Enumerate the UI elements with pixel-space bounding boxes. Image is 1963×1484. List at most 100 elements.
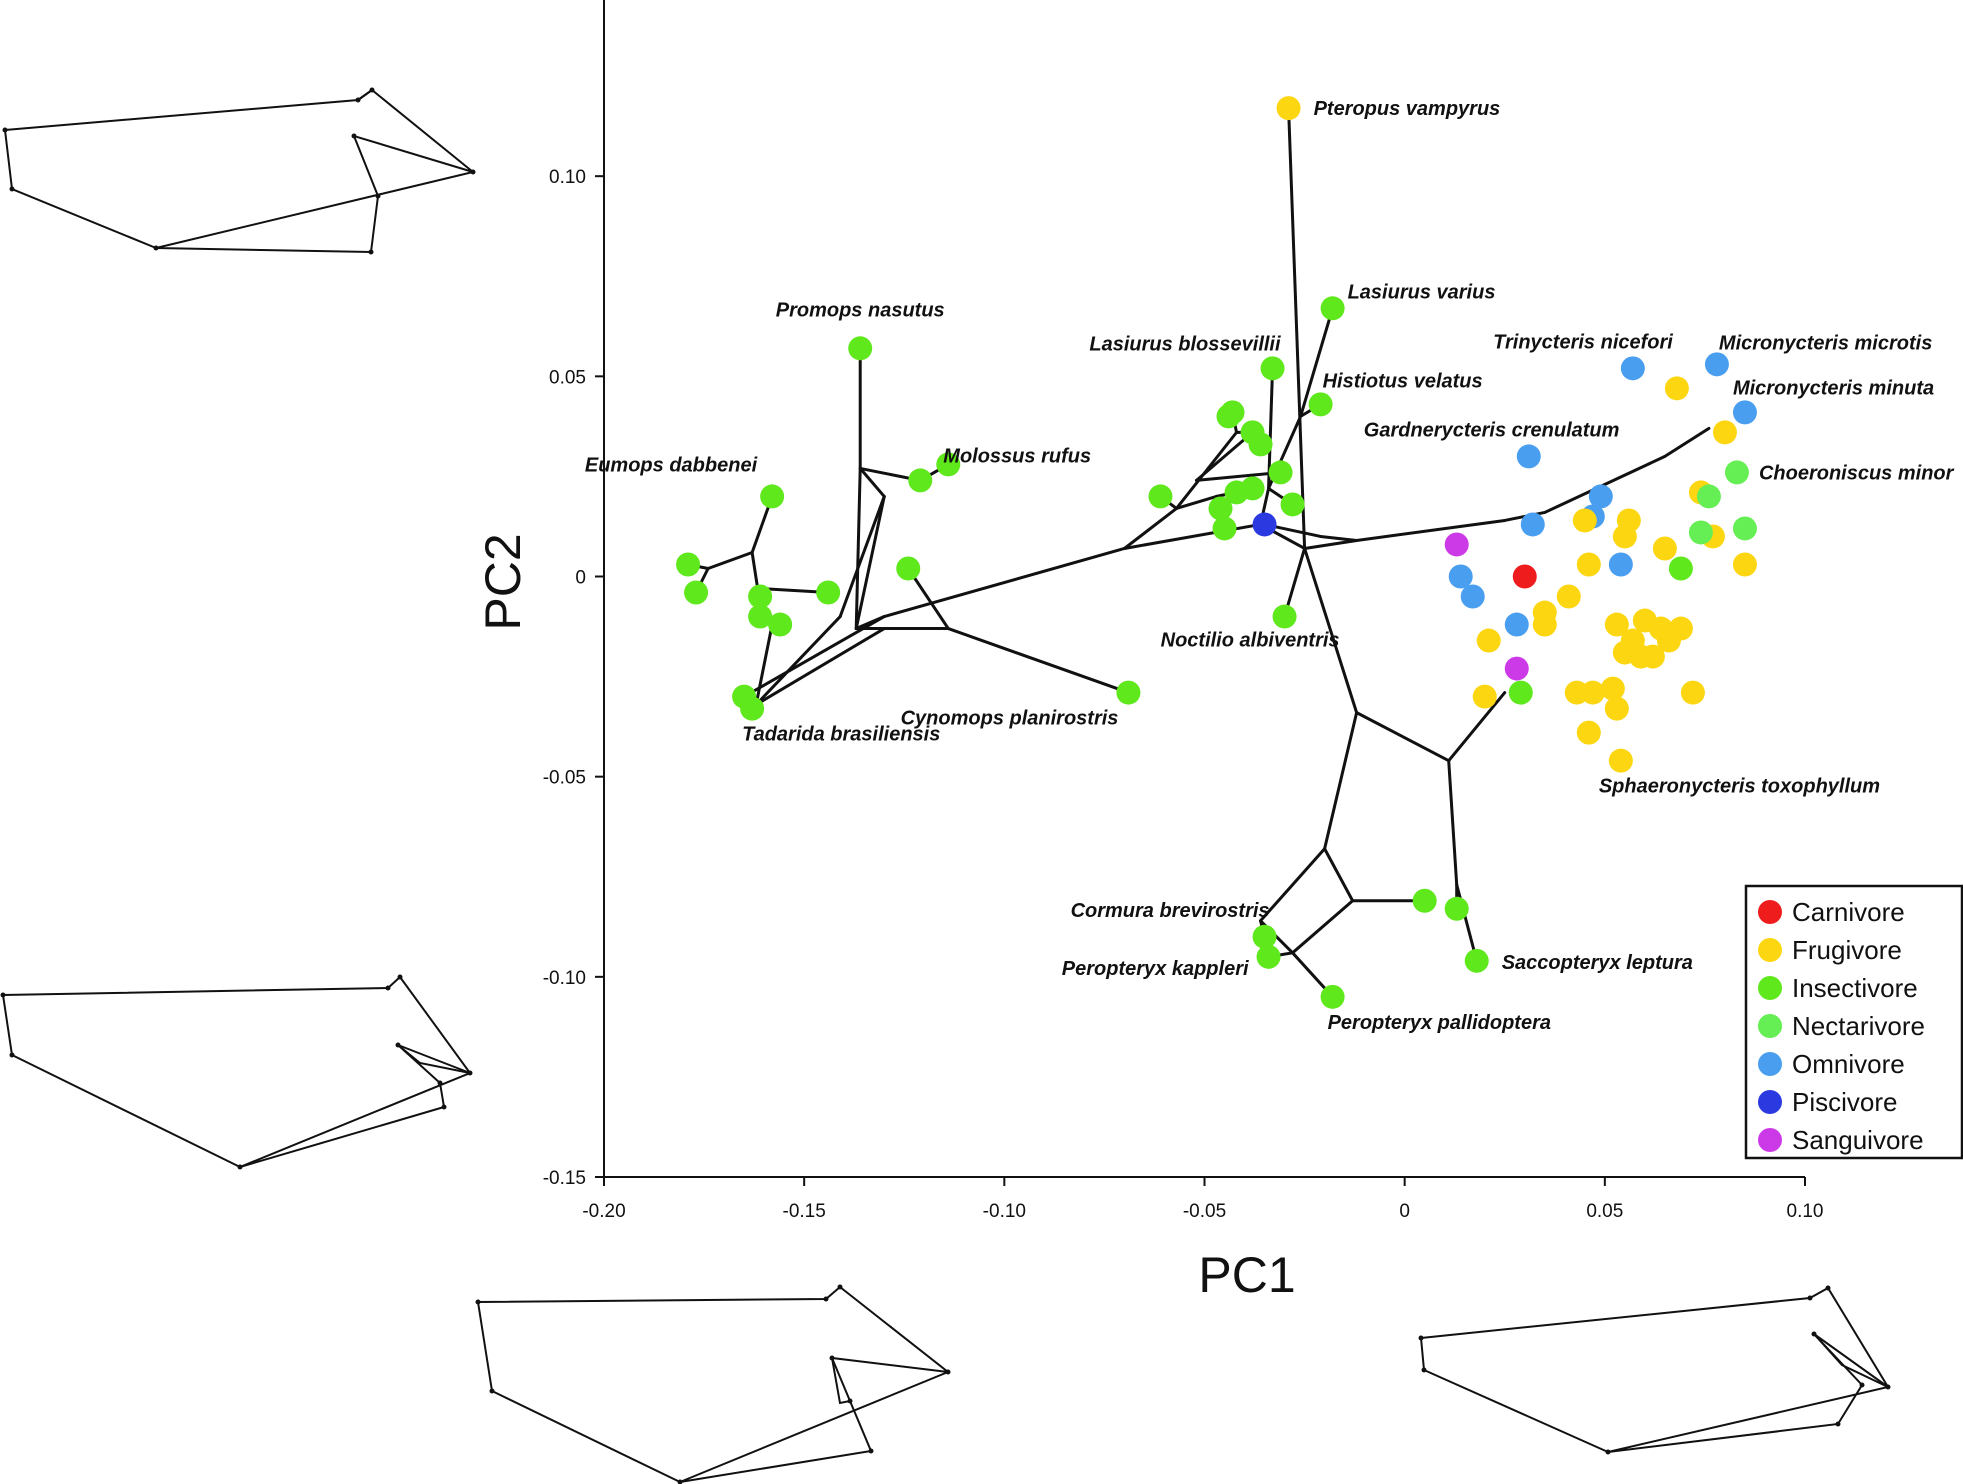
wing-outline-bottom-center xyxy=(475,1284,951,1484)
data-point-omnivore xyxy=(1504,612,1529,637)
wing-outline-bottom-right xyxy=(1418,1285,1891,1455)
data-point-insectivore xyxy=(1224,480,1249,505)
data-point-nectarivore xyxy=(1724,460,1749,485)
x-tick-label: -0.05 xyxy=(1183,1201,1226,1222)
network-edge xyxy=(1355,518,1507,542)
data-point-frugivore xyxy=(1600,676,1625,701)
data-point-frugivore xyxy=(1576,552,1601,577)
x-tick-label: 0 xyxy=(1399,1201,1410,1222)
data-point-frugivore xyxy=(1532,612,1557,637)
network-edge xyxy=(854,466,862,631)
network-edge xyxy=(1303,538,1359,550)
x-tick-label: 0.10 xyxy=(1787,1201,1824,1222)
data-point-omnivore xyxy=(1516,444,1541,469)
network-edge xyxy=(854,494,886,631)
data-point-insectivore xyxy=(732,684,757,709)
data-point-insectivore xyxy=(936,452,961,477)
data-point-frugivore xyxy=(1476,628,1501,653)
species-labels: Pteropus vampyrus Lasiurus varius Lasiurus… xyxy=(585,98,1955,1034)
network-edge xyxy=(1194,470,1283,482)
phylogenetic-network xyxy=(686,106,1711,999)
data-point-insectivore xyxy=(676,552,701,577)
data-point-omnivore xyxy=(1448,564,1473,589)
network-edge xyxy=(1122,522,1263,550)
network-edge xyxy=(754,615,842,707)
data-point-frugivore xyxy=(1572,508,1597,533)
data-points xyxy=(676,96,1757,1009)
species-label: Lasiurus varius xyxy=(1348,281,1496,303)
data-point-insectivore xyxy=(1444,896,1469,921)
wing-outline-top-left-joints xyxy=(2,87,476,255)
data-point-frugivore xyxy=(1564,680,1589,705)
network-edge xyxy=(854,615,886,631)
data-point-frugivore xyxy=(1680,680,1705,705)
network-edge xyxy=(1319,534,1359,542)
species-label: Peropteryx pallidoptera xyxy=(1328,1012,1551,1034)
network-edge xyxy=(1663,426,1711,458)
data-point-sanguivore xyxy=(1444,532,1469,557)
legend-box xyxy=(1744,884,1963,1160)
species-label: Sphaeronycteris toxophyllum xyxy=(1599,776,1880,798)
data-point-insectivore xyxy=(1208,496,1233,521)
data-point-frugivore xyxy=(1712,420,1737,445)
data-point-insectivore xyxy=(748,584,773,609)
species-label: Gardnerycteris crenulatum xyxy=(1364,419,1620,441)
species-label: Choeroniscus minor xyxy=(1759,462,1955,484)
data-point-frugivore xyxy=(1612,524,1637,549)
species-label: Eumops dabbenei xyxy=(585,454,758,476)
x-tick-label: -0.15 xyxy=(783,1201,826,1222)
y-tick-label: 0 xyxy=(575,568,586,589)
data-point-frugivore xyxy=(1652,536,1677,561)
data-point-insectivore xyxy=(1464,948,1489,973)
legend-swatch-insectivore xyxy=(1758,976,1782,1000)
x-tick-label: -0.10 xyxy=(983,1201,1026,1222)
legend-items: Carnivore Frugivore Insectivore Nectarivore… xyxy=(1758,897,1925,1155)
legend-label-omnivore: Omnivore xyxy=(1792,1049,1905,1079)
data-point-insectivore xyxy=(1412,888,1437,913)
data-point-insectivore xyxy=(684,580,709,605)
network-edge xyxy=(1122,506,1178,550)
network-edge xyxy=(1355,711,1451,763)
legend-label-sanguivore: Sanguivore xyxy=(1792,1125,1924,1155)
data-point-insectivore xyxy=(896,556,921,581)
y-tick-label: -0.05 xyxy=(543,768,586,789)
data-point-omnivore xyxy=(1588,484,1613,509)
y-tick-label: 0.05 xyxy=(549,367,586,388)
data-point-insectivore xyxy=(1320,296,1345,321)
network-edge xyxy=(1303,546,1359,715)
x-tick-label: 0.05 xyxy=(1586,1201,1623,1222)
data-point-frugivore xyxy=(1556,584,1581,609)
network-edge xyxy=(1194,430,1255,482)
axes: -0.20 -0.15 -0.10 -0.05 0 0.05 0.10 -0.15 -0.10 -… xyxy=(543,0,1824,1222)
network-edge xyxy=(706,550,754,570)
data-point-frugivore xyxy=(1664,376,1689,401)
data-point-insectivore xyxy=(1148,484,1173,509)
network-edge xyxy=(838,494,886,619)
species-label: Molossus rufus xyxy=(943,445,1091,467)
data-point-frugivore xyxy=(1732,552,1757,577)
species-label: Trinycteris nicefori xyxy=(1493,331,1673,353)
network-edge xyxy=(1323,711,1359,851)
data-point-nectarivore xyxy=(1732,516,1757,541)
data-point-frugivore xyxy=(1276,96,1301,121)
data-point-omnivore xyxy=(1460,584,1485,609)
data-point-omnivore xyxy=(1620,356,1645,381)
data-point-insectivore xyxy=(816,580,841,605)
data-point-frugivore xyxy=(1472,684,1497,709)
data-point-frugivore xyxy=(1608,748,1633,773)
data-point-insectivore xyxy=(1248,432,1273,457)
network-edge xyxy=(882,546,1126,619)
network-edge xyxy=(1323,847,1355,903)
data-point-nectarivore xyxy=(1688,520,1713,545)
species-label: Promops nasutus xyxy=(776,299,945,321)
data-point-insectivore xyxy=(1308,392,1333,417)
legend-swatch-omnivore xyxy=(1758,1052,1782,1076)
data-point-insectivore xyxy=(1212,516,1237,541)
wing-outline-bottom-left xyxy=(0,974,473,1170)
y-tick-label: -0.15 xyxy=(543,1168,586,1189)
data-point-omnivore xyxy=(1732,400,1757,425)
data-point-frugivore xyxy=(1640,644,1665,669)
species-label: Micronycteris minuta xyxy=(1733,377,1934,399)
data-point-insectivore xyxy=(1668,556,1693,581)
legend-label-frugivore: Frugivore xyxy=(1792,935,1902,965)
